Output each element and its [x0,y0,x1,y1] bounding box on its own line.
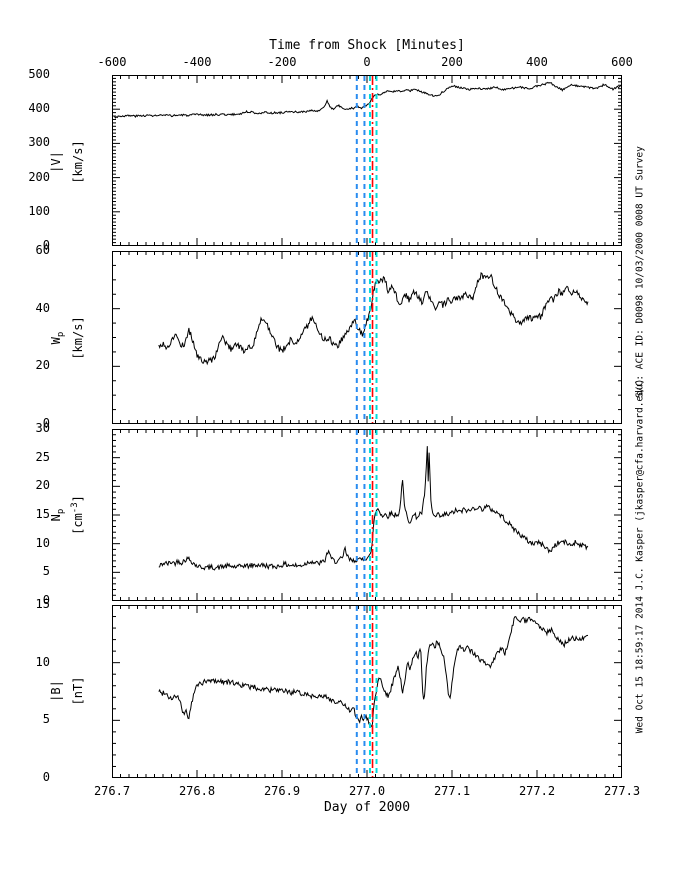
y-tick-label: 300 [28,135,50,150]
spacecraft-id-annotation: S/C: ACE ID: D0098 10/03/2000 0008 UT Su… [634,146,646,398]
density-axis-label: Np [cm-3] [48,495,86,535]
y-tick-label: 0 [42,238,50,252]
bottom-axis-tick-label: 276.7 [93,784,131,798]
velocity-panel-plot [112,75,622,246]
y-tick-label: 20 [35,478,50,493]
thermal-speed-axis-label: Wp [km/s] [48,316,86,360]
top-axis-tick-label: 400 [526,55,548,69]
y-tick-label: 100 [28,203,50,218]
y-tick-label: 0 [42,593,50,607]
density-panel-plot [112,429,622,601]
bottom-axis-tick-label: 277.2 [518,784,556,798]
speed-curve [114,81,622,119]
y-tick-label: 30 [35,421,50,435]
y-tick-label: 5 [42,564,50,579]
bottom-axis-tick-label: 276.9 [263,784,301,798]
velocity-axis-label: |V| [km/s] [48,140,86,184]
author-timestamp-annotation: Wed Oct 15 18:59:17 2014 J.C. Kasper (jk… [634,378,646,734]
y-tick-label: 60 [35,243,50,257]
top-axis-title: Time from Shock [Minutes] [269,38,465,53]
y-tick-label: 0 [42,770,50,784]
bottom-axis-title: Day of 2000 [323,800,411,815]
y-tick-label: 25 [35,449,50,464]
bottom-axis-tick-label: 276.8 [178,784,216,798]
magnetic-field-curve [158,616,589,728]
y-tick-label: 200 [28,169,50,184]
y-tick-label: 0 [42,416,50,430]
top-axis-tick-label: -400 [182,55,212,69]
top-axis-tick-label: 0 [363,55,371,69]
top-axis-tick-label: -200 [267,55,297,69]
density-curve [158,446,589,571]
magnetic-field-axis-label: |B| [nT] [48,676,86,706]
top-axis-tick-label: 200 [441,55,463,69]
y-tick-label: 15 [35,507,50,521]
bottom-axis-tick-label: 277.0 [348,784,386,798]
y-tick-label: 15 [35,597,50,611]
top-axis-tick-label: 600 [611,55,633,69]
y-tick-label: 500 [28,67,50,81]
y-tick-label: 400 [28,101,50,116]
y-tick-label: 20 [35,358,50,373]
magnetic-field-panel-plot [112,605,622,778]
y-tick-label: 10 [35,535,50,550]
thermal-speed-panel-plot [112,251,622,424]
y-tick-label: 40 [35,300,50,315]
y-tick-label: 10 [35,654,50,669]
bottom-axis-tick-label: 277.1 [433,784,471,798]
top-axis-tick-label: -600 [97,55,127,69]
thermal-speed-curve [158,271,589,366]
y-tick-label: 5 [42,712,50,727]
bottom-axis-tick-label: 277.3 [603,784,641,798]
